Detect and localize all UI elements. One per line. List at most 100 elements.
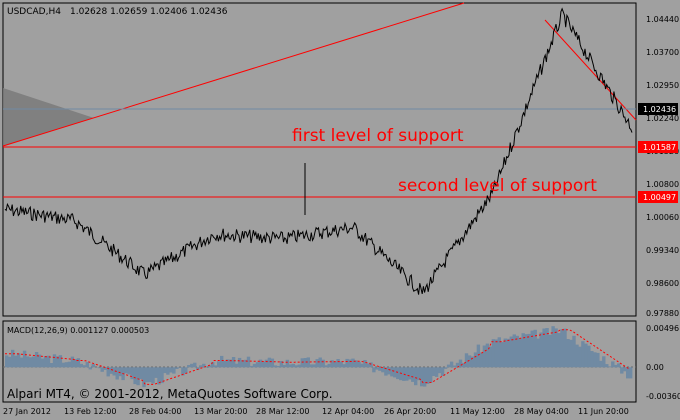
macd-bar (124, 367, 128, 374)
macd-bar (464, 353, 469, 368)
macd-bar (437, 367, 442, 374)
time-tick: 28 May 04:00 (514, 407, 569, 416)
macd-bar (25, 356, 30, 368)
ohlc-label: 1.02628 1.02659 1.02406 1.02436 (70, 7, 228, 17)
macd-bar (127, 367, 131, 375)
macd-bar (381, 367, 385, 373)
macd-tick: 0.00 (646, 363, 664, 372)
macd-bar (434, 367, 439, 377)
macd-bar (109, 367, 113, 374)
macd-bar (342, 364, 346, 368)
macd-bar (214, 365, 218, 368)
macd-bar (175, 367, 179, 369)
macd-bar (387, 367, 391, 375)
macd-bar (49, 363, 54, 368)
macd-bar (64, 362, 69, 368)
macd-bar (530, 330, 534, 368)
macd-bar (139, 367, 143, 379)
macd-bar (88, 367, 92, 370)
macd-bar (527, 333, 531, 368)
macd-bar (79, 363, 83, 368)
macd-bar (58, 355, 63, 368)
macd-bar (626, 367, 630, 379)
macd-bar (420, 367, 424, 387)
macd-bar (112, 367, 116, 376)
macd-bar (605, 364, 609, 368)
macd-bar (393, 367, 397, 378)
macd-bar (163, 367, 167, 374)
macd-bar (85, 362, 89, 368)
current-price-badge-text: 1.02436 (643, 105, 676, 114)
time-tick: 11 Jun 20:00 (578, 407, 629, 416)
macd-bar (166, 367, 170, 375)
macd-bar (563, 328, 567, 368)
macd-bar (145, 367, 149, 383)
macd-bar (234, 363, 239, 368)
macd-bar (345, 358, 349, 368)
macd-bar (369, 362, 373, 368)
downtrend-line[interactable] (544, 19, 637, 121)
macd-bar (82, 365, 86, 368)
macd-bar (524, 334, 528, 368)
macd-bar (31, 356, 36, 368)
macd-bar (225, 359, 230, 368)
macd-bar (172, 367, 176, 374)
macd-bar (181, 367, 185, 376)
macd-bar (255, 362, 260, 368)
macd-bar (14, 355, 18, 368)
macd-histogram (5, 326, 633, 388)
macd-bar (467, 355, 472, 368)
macd-bar (372, 367, 376, 373)
macd-bar (560, 329, 564, 368)
uptrend-line[interactable] (2, 2, 465, 147)
macd-bar (5, 355, 9, 368)
macd-bar (136, 367, 140, 386)
macd-bar (160, 367, 164, 384)
macd-bar (261, 361, 266, 368)
macd-bar (211, 362, 215, 368)
macd-bar (252, 363, 257, 368)
macd-bar (46, 355, 51, 368)
macd-bar (288, 364, 292, 368)
macd-bar (623, 367, 627, 372)
macd-bar (405, 367, 409, 381)
macd-bar (348, 359, 352, 368)
macd-bar (408, 367, 412, 380)
macd-bar (196, 367, 200, 370)
macd-bar (512, 334, 516, 368)
macd-bar (554, 328, 558, 368)
macd-bar (202, 363, 206, 368)
macd-bar (285, 359, 290, 368)
main-chart-frame (2, 2, 637, 317)
macd-tick: 0.00496 (646, 324, 679, 333)
macd-bar (217, 361, 221, 368)
macd-bar (608, 366, 612, 368)
macd-bar (390, 367, 394, 377)
macd-bar (324, 365, 328, 368)
macd-bar (16, 353, 21, 368)
macd-bar (300, 358, 304, 368)
triangle-object[interactable] (3, 88, 94, 146)
time-tick: 13 Mar 20:00 (194, 407, 247, 416)
macd-bar (470, 356, 475, 368)
price-tick: 1.00800 (646, 180, 679, 189)
time-tick: 27 Jan 2012 (3, 407, 51, 416)
macd-bar (231, 357, 236, 368)
macd-bar (97, 367, 101, 369)
macd-bar (270, 358, 275, 368)
support1-badge-text: 1.01587 (643, 143, 676, 152)
macd-bar (34, 352, 39, 368)
macd-bar (515, 335, 519, 368)
macd-bar (67, 361, 72, 368)
macd-bar (205, 367, 209, 368)
macd-bar (294, 365, 298, 368)
time-axis: 27 Jan 2012 13 Feb 12:00 28 Feb 04:00 13… (3, 407, 629, 416)
macd-bar (584, 343, 588, 368)
macd-bar (193, 362, 197, 368)
macd-bar (443, 367, 448, 369)
macd-bar (396, 367, 400, 380)
price-tick: 1.03700 (646, 48, 679, 57)
macd-bar (169, 367, 173, 373)
macd-bar (19, 357, 24, 368)
